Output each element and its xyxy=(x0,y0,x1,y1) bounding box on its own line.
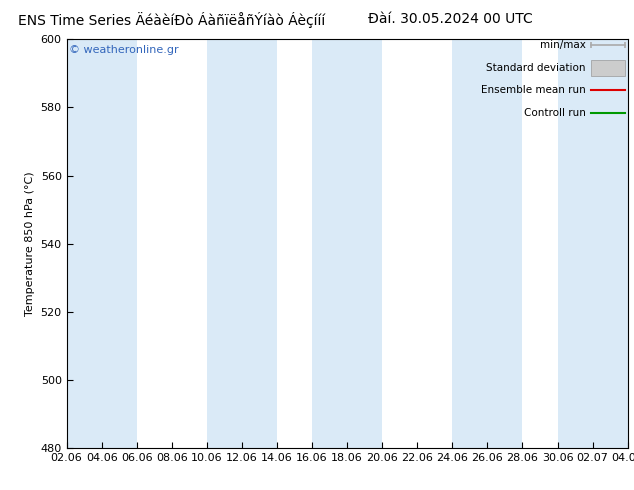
Text: min/max: min/max xyxy=(540,40,586,50)
Bar xyxy=(312,39,347,448)
Bar xyxy=(593,39,628,448)
Bar xyxy=(67,39,101,448)
Y-axis label: Temperature 850 hPa (°C): Temperature 850 hPa (°C) xyxy=(25,172,35,316)
FancyBboxPatch shape xyxy=(591,60,625,76)
Bar xyxy=(488,39,522,448)
Bar xyxy=(452,39,488,448)
Bar xyxy=(557,39,593,448)
Text: © weatheronline.gr: © weatheronline.gr xyxy=(69,46,179,55)
Bar xyxy=(347,39,382,448)
Text: Standard deviation: Standard deviation xyxy=(486,63,586,73)
Text: Ðàí. 30.05.2024 00 UTC: Ðàí. 30.05.2024 00 UTC xyxy=(368,12,533,26)
Bar xyxy=(242,39,277,448)
Text: ENS Time Series ÄéàèíÐò ÁàñïëåñÝíàò Áèçííí: ENS Time Series ÄéàèíÐò ÁàñïëåñÝíàò Áèçí… xyxy=(18,12,325,28)
Text: Ensemble mean run: Ensemble mean run xyxy=(481,85,586,96)
Bar xyxy=(207,39,242,448)
Bar xyxy=(101,39,137,448)
Text: Controll run: Controll run xyxy=(524,108,586,118)
